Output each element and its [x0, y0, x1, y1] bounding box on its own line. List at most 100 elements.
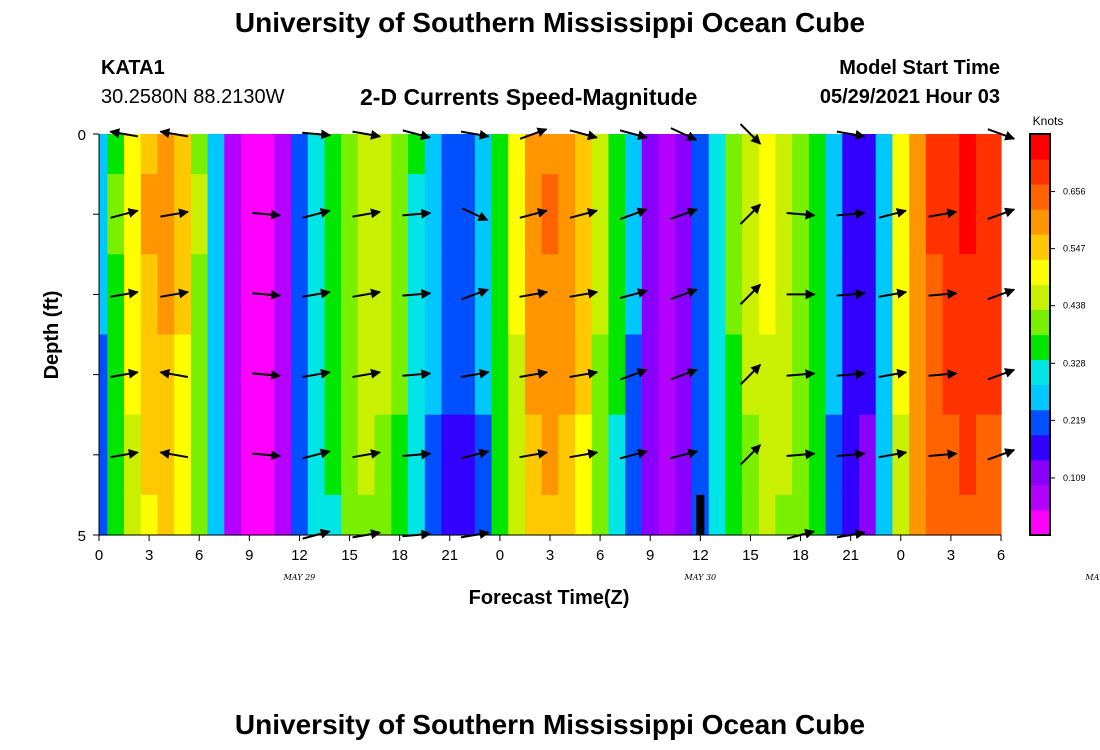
- heatmap-cell: [224, 494, 242, 536]
- current-arrow: [669, 448, 699, 460]
- heatmap-cell: [174, 494, 192, 536]
- heatmap-cell: [458, 254, 476, 336]
- axes: Depth (ft) Forecast Time(Z) 0 3 6 9 12 15 18 21…: [41, 127, 1100, 609]
- heatmap-cell: [641, 134, 660, 175]
- colorbar-segment: [1030, 434, 1050, 461]
- heatmap-cell: [591, 174, 610, 255]
- current-arrow: [110, 368, 139, 379]
- heatmap-cell: [474, 494, 493, 536]
- current-arrow: [402, 449, 432, 460]
- heatmap-cell: [691, 254, 710, 336]
- heatmap-cell: [909, 494, 927, 536]
- heatmap-cell: [742, 494, 760, 536]
- heatmap-cell: [374, 414, 392, 496]
- colorbar-segment: [1030, 384, 1050, 411]
- current-arrow: [519, 288, 549, 299]
- heatmap-cell: [608, 134, 626, 175]
- heatmap-cell: [975, 334, 994, 416]
- current-arrow: [110, 449, 139, 459]
- current-arrow: [836, 288, 866, 299]
- heatmap-cell: [925, 134, 944, 175]
- heatmap-cell: [190, 174, 209, 255]
- current-arrow: [402, 288, 432, 299]
- heatmap-cell: [324, 134, 342, 175]
- date-label: MAY 29: [283, 573, 316, 582]
- heatmap-cell: [274, 494, 292, 536]
- heatmap-cell: [190, 494, 209, 536]
- heatmap-cell: [758, 174, 777, 255]
- heatmap-cell: [925, 494, 944, 536]
- heatmap-cell: [99, 174, 108, 255]
- current-arrow: [987, 287, 1016, 301]
- current-arrow: [928, 288, 958, 299]
- y-tick-label: 5: [78, 528, 86, 545]
- heatmap-cell: [608, 254, 626, 336]
- heatmap-cell: [424, 254, 443, 336]
- heatmap-cell: [541, 334, 559, 416]
- heatmap-cell: [408, 494, 426, 536]
- heatmap-cell: [942, 494, 960, 536]
- heatmap-cell: [975, 254, 994, 336]
- heatmap-cell: [408, 134, 426, 175]
- current-arrow: [252, 450, 281, 461]
- heatmap-cell: [725, 174, 743, 255]
- heatmap-cell: [107, 254, 125, 336]
- heatmap-cell: [658, 254, 676, 336]
- heatmap-cell: [157, 494, 175, 536]
- heatmap-cell: [458, 134, 476, 175]
- heatmap-cell: [608, 414, 626, 496]
- heatmap-cell: [641, 414, 660, 496]
- heatmap-cell: [291, 414, 309, 496]
- colorbar-segment: [1030, 159, 1050, 185]
- date-label: MAY 30: [684, 573, 717, 582]
- heatmap-cell: [708, 334, 726, 416]
- heatmap-cell: [307, 134, 326, 175]
- current-arrow: [109, 128, 138, 139]
- heatmap-cell: [274, 414, 292, 496]
- heatmap-cell: [107, 414, 125, 496]
- heatmap-cell: [808, 134, 827, 175]
- current-arrow: [569, 288, 599, 299]
- heatmap-cell: [224, 174, 242, 255]
- current-arrow: [670, 287, 698, 301]
- heatmap-cell: [291, 174, 309, 255]
- heatmap-cell: [190, 254, 209, 336]
- heatmap-cell: [775, 334, 793, 416]
- colorbar-segment: [1030, 309, 1050, 335]
- heatmap-cell: [424, 134, 443, 175]
- heatmap-cell: [240, 254, 259, 336]
- current-arrow: [160, 208, 189, 219]
- colorbar-segment: [1030, 409, 1050, 436]
- heatmap-cell: [207, 414, 225, 496]
- heatmap-cell: [207, 334, 225, 416]
- heatmap-cell: [758, 414, 777, 496]
- current-arrow: [460, 368, 490, 379]
- current-arrow: [519, 368, 549, 379]
- heatmap-cell: [441, 174, 459, 255]
- heatmap-cell: [658, 414, 676, 496]
- heatmap-cell: [992, 174, 1002, 255]
- heatmap-cell: [107, 134, 125, 175]
- current-arrow: [836, 449, 866, 460]
- heatmap-cell: [374, 334, 392, 416]
- current-arrow: [739, 363, 762, 386]
- heatmap-cell: [541, 414, 559, 496]
- heatmap-cell: [909, 174, 927, 255]
- heatmap-cell: [441, 254, 459, 336]
- heatmap-cell: [691, 174, 710, 255]
- heatmap-cell: [99, 254, 108, 336]
- heatmap-cell: [107, 494, 125, 536]
- heatmap-cell: [257, 494, 275, 536]
- heatmap-cell: [658, 494, 676, 536]
- colorbar-segment: [1030, 334, 1050, 361]
- x-tick-label: 3: [546, 547, 554, 564]
- x-tick-label: 3: [145, 547, 153, 564]
- heatmap-cell: [424, 494, 443, 536]
- current-arrow: [160, 288, 189, 299]
- heatmap-cell: [124, 494, 142, 536]
- colorbar-label: Knots: [1033, 114, 1064, 128]
- heatmap-cell: [775, 174, 793, 255]
- heatmap-cell: [775, 494, 793, 536]
- heatmap-cell: [224, 254, 242, 336]
- heatmap-cell: [675, 134, 693, 175]
